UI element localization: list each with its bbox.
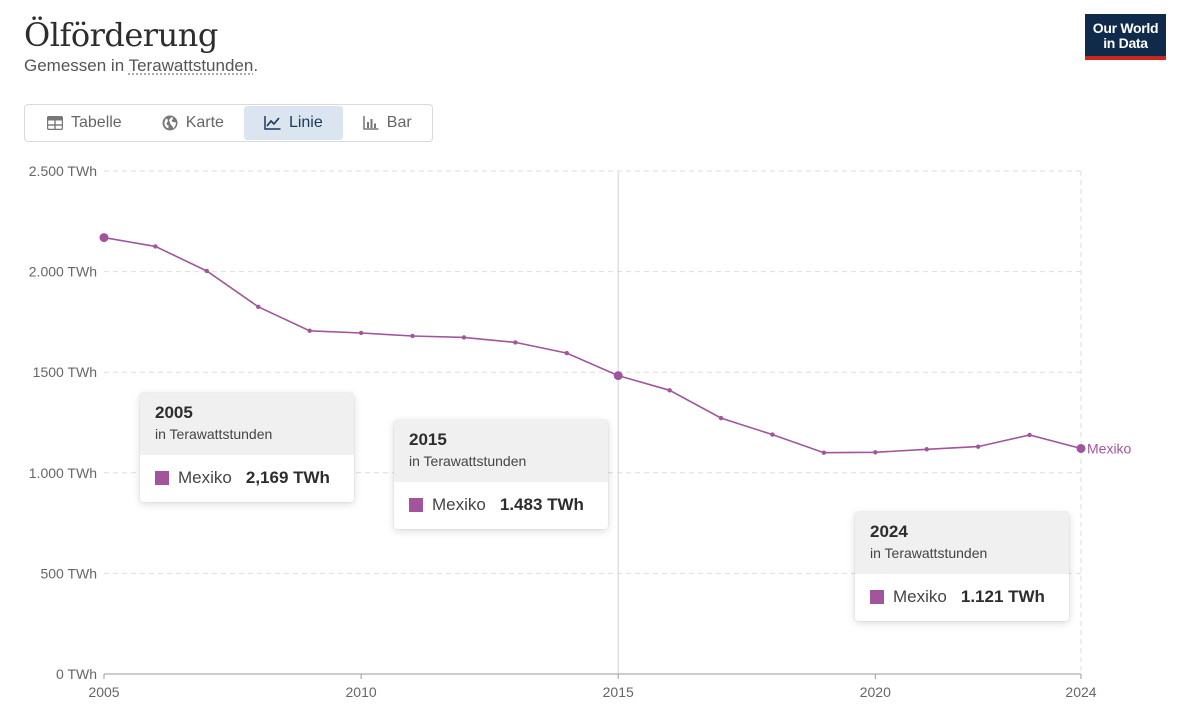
data-point [1027, 432, 1032, 438]
x-tick-label: 2010 [346, 684, 377, 700]
highlighted-point [1076, 443, 1086, 453]
series-swatch [409, 498, 423, 512]
chart-subtitle: Gemessen in Terawattstunden. [24, 56, 258, 76]
table-icon [47, 116, 63, 130]
data-point [153, 244, 158, 249]
tab-bar-label: Bar [386, 114, 412, 131]
data-point [307, 328, 312, 333]
unit-link[interactable]: Terawattstunden [128, 56, 254, 75]
globe-icon [162, 115, 178, 131]
series-end-label: Mexiko [1087, 440, 1132, 456]
tooltip-2005: 2005 in Terawattstunden Mexiko 2,169 TWh [140, 393, 354, 502]
data-point [975, 444, 981, 449]
tab-table-label: Tabelle [71, 114, 122, 131]
tooltip-entity: Mexiko [178, 468, 232, 487]
y-tick-label: 1500 TWh [33, 364, 97, 380]
tab-bar[interactable]: Bar [343, 106, 432, 140]
tooltip-2015: 2015 in Terawattstunden Mexiko 1.483 TWh [394, 420, 608, 529]
tooltip-entity: Mexiko [432, 495, 486, 514]
y-tick-label: 2.500 TWh [29, 163, 97, 179]
tooltip-value: 2,169 TWh [245, 468, 330, 487]
data-point [718, 415, 724, 421]
tooltip-value: 1.121 TWh [960, 587, 1045, 606]
line-chart: 0 TWh 500 TWh 1.000 TWh 1500 TWh 2.000 TWh 2.… [29, 163, 1132, 700]
subtitle-suffix: . [253, 56, 259, 75]
tab-map-label: Karte [185, 114, 224, 131]
highlighted-point [99, 233, 109, 243]
series-swatch [870, 590, 884, 604]
tooltip-year: 2015 [409, 430, 447, 449]
tooltip-unit: in Terawattstunden [409, 453, 527, 469]
chart-header: Ölförderung Gemessen in Terawattstunden. [24, 14, 258, 76]
x-tick-label: 2024 [1065, 684, 1096, 700]
data-point [513, 340, 518, 345]
logo-line1: Our World [1092, 20, 1159, 36]
tab-line-label: Linie [288, 114, 323, 131]
y-tick-label: 1.000 TWh [29, 465, 97, 481]
data-point [821, 450, 827, 455]
data-point [410, 333, 415, 339]
tab-line[interactable]: Linie [243, 106, 343, 140]
tooltip-entity: Mexiko [893, 587, 947, 606]
bar-chart-icon [363, 116, 379, 130]
y-tick-label: 500 TWh [40, 565, 97, 581]
data-point [924, 447, 929, 452]
y-tick-label: 2.000 TWh [29, 264, 97, 280]
subtitle-prefix: Gemessen in [24, 56, 129, 75]
owid-logo[interactable]: Our World in Data [1085, 14, 1166, 60]
view-tabs: Tabelle Karte Linie Bar [24, 104, 433, 142]
y-tick-label: 0 TWh [56, 666, 97, 682]
data-point [461, 335, 467, 340]
tooltip-row: Mexiko 2,169 TWh [140, 455, 354, 502]
x-tick-label: 2015 [603, 684, 634, 700]
tooltip-2024: 2024 in Terawattstunden Mexiko 1.121 TWh [855, 512, 1069, 621]
tooltip-value: 1.483 TWh [499, 495, 584, 514]
tooltip-unit: in Terawattstunden [870, 545, 988, 561]
tooltip-header: 2005 in Terawattstunden [140, 393, 354, 455]
logo-line2: in Data [1103, 35, 1148, 51]
data-point [256, 304, 261, 310]
tooltip-year: 2024 [870, 522, 908, 541]
tooltip-header: 2024 in Terawattstunden [855, 512, 1069, 574]
chart-title: Ölförderung [24, 16, 218, 54]
data-point [667, 388, 672, 393]
data-point [564, 350, 569, 356]
series-line-mexiko [103, 236, 1082, 454]
tab-map[interactable]: Karte [142, 106, 244, 140]
tooltip-row: Mexiko 1.483 TWh [394, 482, 608, 529]
data-point [770, 432, 775, 437]
series-swatch [155, 471, 169, 485]
x-tick-label: 2005 [88, 684, 119, 700]
tooltip-unit: in Terawattstunden [155, 426, 273, 442]
data-point [873, 450, 878, 455]
data-point [358, 330, 364, 336]
highlighted-point [613, 371, 623, 381]
tooltip-row: Mexiko 1.121 TWh [855, 574, 1069, 621]
data-point [204, 268, 210, 274]
tooltip-year: 2005 [155, 403, 193, 422]
tab-table[interactable]: Tabelle [27, 106, 142, 140]
x-tick-label: 2020 [860, 684, 891, 700]
line-chart-icon [264, 116, 281, 130]
tooltip-header: 2015 in Terawattstunden [394, 420, 608, 482]
